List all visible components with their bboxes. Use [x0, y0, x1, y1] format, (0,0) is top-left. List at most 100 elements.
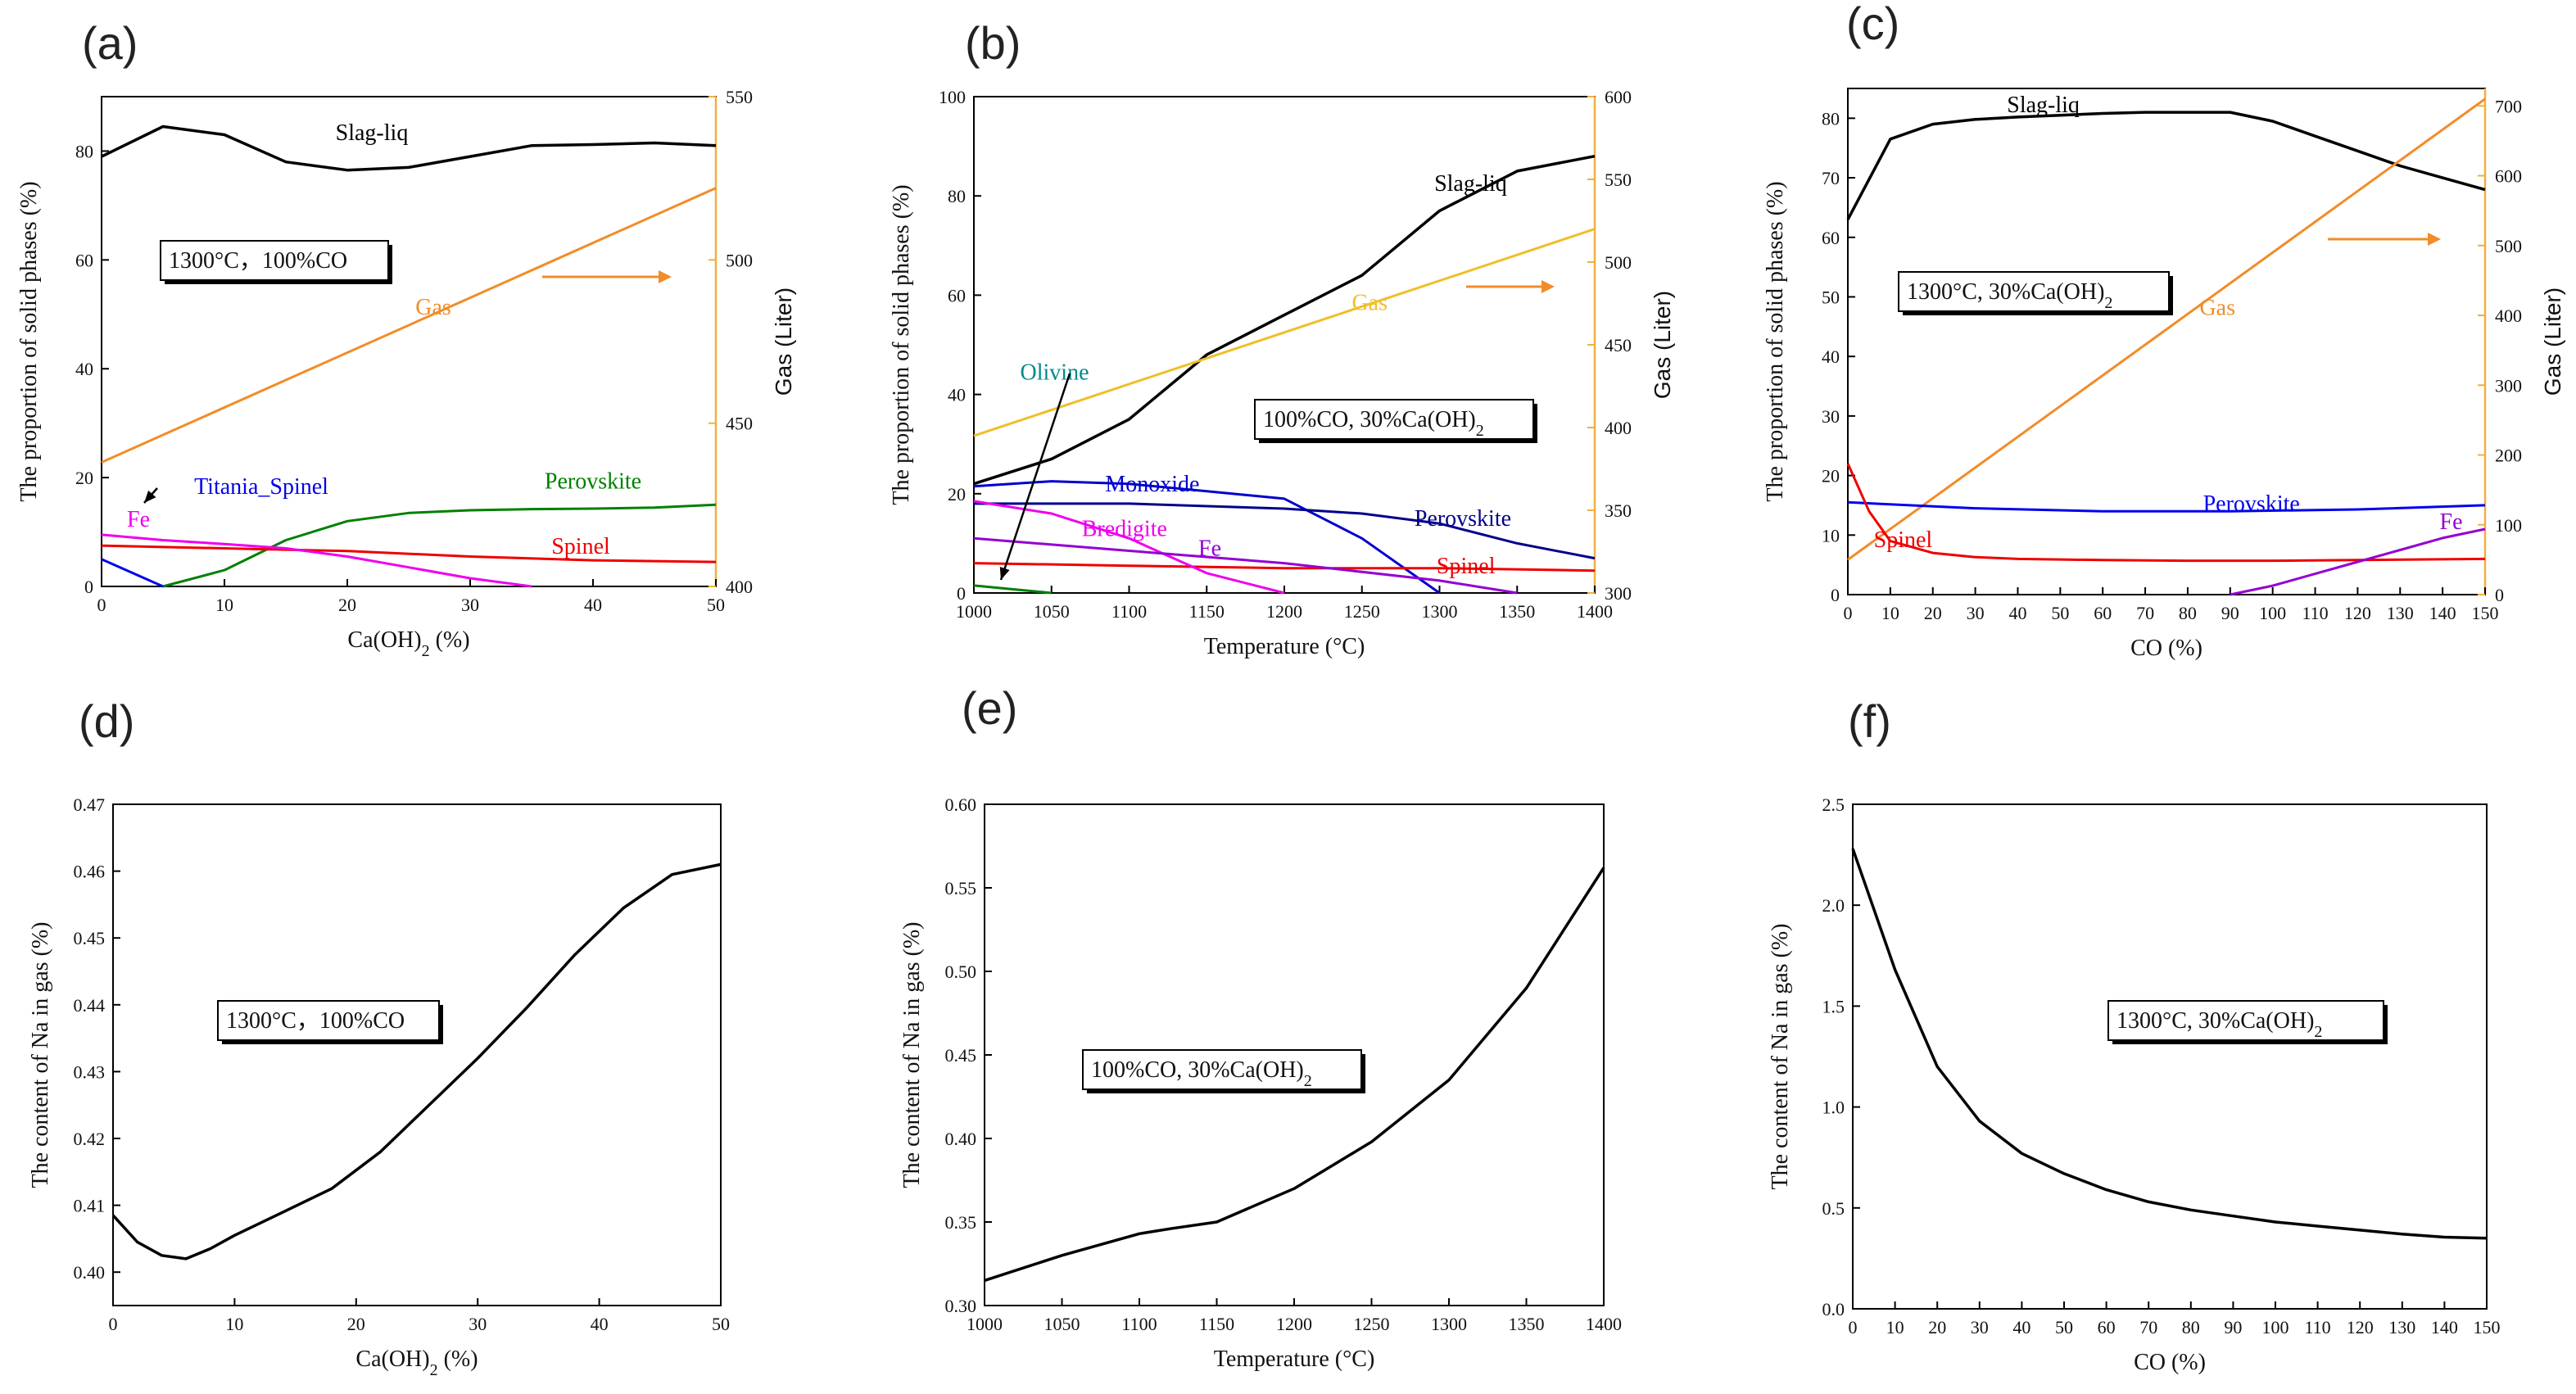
series-label-gas: Gas — [1351, 291, 1388, 316]
condition-box — [160, 240, 389, 281]
y2-tick-label: 400 — [1605, 418, 1632, 438]
x-tick-label: 1150 — [1189, 601, 1225, 622]
y-tick-label: 80 — [1822, 108, 1840, 129]
callout-arrowhead-olivine — [999, 567, 1010, 580]
x-tick-label: 90 — [2224, 1317, 2242, 1337]
y-tick-label: 60 — [948, 285, 966, 306]
x-tick-label: 1250 — [1344, 601, 1380, 622]
panel-letter: (b) — [965, 17, 1021, 69]
series-label-olivine: Olivine — [1021, 360, 1089, 385]
condition-text-main: 1300°C, 30%Ca(OH) — [2116, 1008, 2314, 1034]
plot-frame — [112, 803, 722, 1306]
y-tick-label: 80 — [948, 186, 966, 206]
x-tick-label: 80 — [2179, 603, 2197, 623]
panel-letter: (d) — [79, 695, 134, 747]
series-label-gas: Gas — [2199, 295, 2235, 320]
y-axis-label: The proportion of solid phases (%) — [889, 184, 914, 505]
panel-b: (b) 1000 1050 1100 1150 1200 1250 1300 1350 1400 0… — [889, 17, 1675, 659]
x-tick-label: 20 — [1928, 1317, 1946, 1337]
series-line-perovskite — [162, 503, 717, 588]
x-tick-label: 1050 — [1044, 1314, 1080, 1334]
condition-box — [1082, 1049, 1362, 1090]
plot-frame — [1847, 88, 2486, 595]
condition-box — [2107, 1000, 2384, 1041]
y-tick-label: 0 — [84, 577, 93, 597]
x-tick-label: 40 — [584, 595, 602, 615]
y-tick-label: 0.5 — [1822, 1198, 1845, 1219]
condition-box — [217, 1000, 440, 1041]
x-tick-label: 1100 — [1121, 1314, 1157, 1334]
series-label-perovskite: Perovskite — [1415, 506, 1511, 532]
x-tick-label: 90 — [2221, 603, 2239, 623]
x-tick-label: 40 — [591, 1314, 609, 1334]
panel-e: (e) 1000 1050 1100 1150 1200 1250 1300 1350 1400 0… — [899, 682, 1622, 1372]
y2-tick-label: 350 — [1605, 500, 1632, 521]
series-line-monoxide — [973, 480, 1441, 595]
y-tick-label: 0.45 — [945, 1045, 977, 1066]
y-tick-label: 40 — [948, 385, 966, 405]
y2-tick-label: 300 — [1605, 583, 1632, 604]
y-tick-label: 20 — [75, 468, 93, 488]
y-tick-label: 40 — [75, 359, 93, 379]
x-tick-label: 1300 — [1431, 1314, 1467, 1334]
x-tick-label: 50 — [712, 1314, 730, 1334]
panel-letter: (c) — [1846, 0, 1899, 49]
y-tick-label: 0.43 — [74, 1061, 106, 1082]
y-tick-label: 0.60 — [945, 794, 977, 815]
x-axis-label: CO (%) — [2130, 636, 2203, 661]
y-axis-label: The content of Na in gas (%) — [1768, 924, 1793, 1190]
y-tick-label: 0.30 — [945, 1296, 977, 1316]
x-axis-label-sub: 2 — [430, 1361, 438, 1379]
x-tick-label: 30 — [469, 1314, 487, 1334]
y-tick-label: 10 — [1822, 525, 1840, 545]
x-tick-label: 130 — [2387, 603, 2414, 623]
condition-text: 100%CO, 30%Ca(OH)2 — [1091, 1057, 1312, 1090]
series-line-spinel — [101, 544, 717, 563]
series-line-spinel — [1846, 463, 2486, 563]
series-label-perovskite: Perovskite — [2203, 491, 2300, 517]
condition-box — [1898, 271, 2170, 312]
y2-axis-label: Gas (Liter) — [1650, 291, 1675, 399]
x-tick-label: 30 — [1967, 603, 1985, 623]
condition-text-sub: 2 — [1304, 1072, 1312, 1090]
x-tick-label: 30 — [1971, 1317, 1989, 1337]
series-line-bredigite — [973, 500, 1285, 595]
series-label-gas: Gas — [415, 295, 451, 320]
x-tick-label: 0 — [1844, 603, 1853, 623]
series-label-perovskite: Perovskite — [545, 468, 641, 494]
y-tick-label: 70 — [1822, 168, 1840, 188]
series-line-fe — [973, 536, 1518, 595]
x-axis-label: Ca(OH)2 (%) — [347, 627, 469, 660]
y-tick-label: 0.45 — [74, 928, 106, 948]
y-tick-label: 0.42 — [74, 1129, 106, 1149]
series-label-spinel: Spinel — [551, 534, 610, 559]
y2-tick-label: 300 — [2495, 375, 2522, 396]
series-label-slag-liq: Slag-liq — [2007, 93, 2080, 118]
y-tick-label: 100 — [939, 87, 966, 107]
condition-text-sub: 2 — [2104, 294, 2112, 312]
series-line-gas — [1847, 97, 2486, 561]
y2-tick-label: 500 — [2495, 236, 2522, 256]
x-axis-label: CO (%) — [2134, 1350, 2206, 1375]
series-label-bredigite: Bredigite — [1082, 516, 1167, 541]
plot-frame — [1852, 803, 2488, 1310]
y-tick-label: 0.35 — [945, 1212, 977, 1233]
condition-text: 1300°C，100%CO — [226, 1008, 405, 1034]
x-tick-label: 1200 — [1276, 1314, 1312, 1334]
x-tick-label: 10 — [225, 1314, 243, 1334]
y2-tick-label: 500 — [1605, 252, 1632, 273]
series-line-na — [1851, 848, 2488, 1240]
series-line-perovskite — [974, 502, 1596, 560]
series-line-perovskite — [1847, 500, 2486, 513]
series-line-titania-spinel — [101, 558, 164, 588]
x-tick-label: 0 — [1849, 1317, 1858, 1337]
condition-text-sub: 2 — [1476, 422, 1484, 440]
panel-letter: (a) — [82, 17, 138, 69]
y-tick-label: 0.41 — [74, 1196, 106, 1216]
x-axis-label: Temperature (°C) — [1214, 1346, 1375, 1372]
y-axis-label: The content of Na in gas (%) — [28, 922, 53, 1188]
x-tick-label: 120 — [2347, 1317, 2374, 1337]
series-line-fe — [2230, 527, 2486, 596]
x-tick-label: 1050 — [1034, 601, 1070, 622]
